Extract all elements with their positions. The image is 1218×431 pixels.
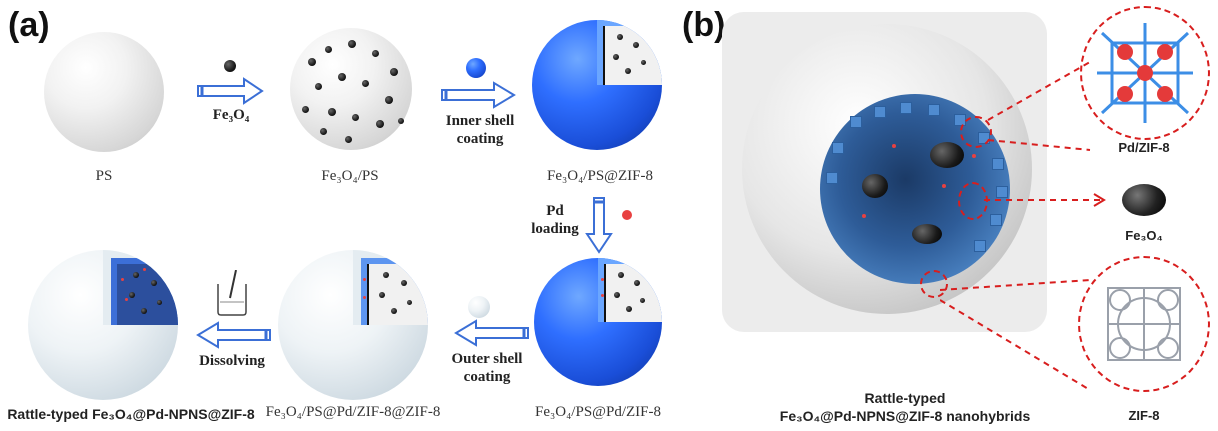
pd-particle-icon (622, 210, 632, 220)
dissolving-step-label: Dissolving (199, 353, 265, 369)
pd-step-label-1: Pd (546, 203, 564, 219)
left-arrow-icon (454, 319, 529, 347)
cutaway-window (353, 250, 428, 325)
panel-a-label: (a) (8, 6, 50, 44)
fe3o4-ps-sphere (290, 28, 412, 150)
panel-b-title-line1: Rattle-typed (864, 390, 946, 406)
rattle-nanohybrid-illustration (742, 24, 1032, 314)
zif8-lattice-icon (1107, 287, 1181, 361)
fe3o4-ps-pd-zif8-label: Fe₃O₄/PS@Pd/ZIF-8 (535, 404, 661, 420)
pd-zif8-highlight (960, 116, 992, 148)
panel-b-label: (b) (682, 6, 726, 44)
zif8-magnified-view (1078, 256, 1210, 392)
fe3o4-ps-label: Fe₃O₄/PS (321, 168, 379, 184)
cutaway-window (103, 250, 178, 325)
outer-shell-icon (468, 296, 490, 318)
pd-zif8-magnified-view (1080, 6, 1210, 140)
right-arrow-icon (441, 81, 516, 109)
fe3o4-callout-label: Fe₃O₄ (1125, 228, 1163, 243)
panel-b-title-line2: Fe₃O₄@Pd-NPNS@ZIF-8 nanohybrids (779, 408, 1031, 424)
fe3o4-ps-zif8-label: Fe₃O₄/PS@ZIF-8 (547, 168, 653, 184)
fe3o4-step-label: Fe₃O₄ (212, 107, 250, 123)
inner-shell-step-label-2: coating (456, 131, 504, 147)
outer-shell-step-arrow: Outer shell coating (444, 296, 534, 386)
beaker-icon (217, 270, 247, 316)
ps-label: PS (95, 168, 113, 184)
zif8-shell-icon (466, 58, 486, 78)
right-arrow-icon (197, 77, 264, 105)
callout-lines (940, 61, 1106, 391)
outer-shell-step-label-2: coating (463, 369, 511, 385)
zif8-highlight (920, 270, 948, 298)
rattle-label: Rattle-typed Fe₃O₄@Pd-NPNS@ZIF-8 (7, 406, 255, 422)
pd-step-label-2: loading (531, 221, 579, 237)
fe3o4-core (862, 174, 888, 198)
zif8-callout-label: ZIF-8 (1128, 408, 1160, 423)
cutaway-window (598, 258, 662, 322)
fe3o4-ps-pd-zif8-zif8-label: Fe₃O₄/PS@Pd/ZIF-8@ZIF-8 (265, 404, 441, 420)
ps-sphere (44, 32, 164, 152)
cutaway-window (597, 20, 662, 85)
fe3o4-core (930, 142, 964, 168)
left-arrow-icon (196, 321, 271, 349)
fe3o4-particle-icon (1122, 184, 1166, 216)
pd-loading-step-arrow: Pd loading (528, 196, 648, 256)
pd-zif8-lattice-icon (1097, 23, 1193, 123)
fe3o4-particle-icon (224, 60, 236, 72)
down-arrow-icon (585, 197, 613, 254)
dissolving-step-arrow: Dissolving (192, 270, 272, 380)
inner-shell-step-label-1: Inner shell (445, 113, 515, 129)
outer-shell-step-label-1: Outer shell (451, 351, 523, 367)
pd-zif8-callout-label: Pd/ZIF-8 (1118, 140, 1170, 155)
fe3o4-step-arrow: Fe₃O₄ (196, 60, 266, 130)
inner-shell-step-arrow: Inner shell coating (440, 58, 520, 148)
fe3o4-core (912, 224, 942, 244)
